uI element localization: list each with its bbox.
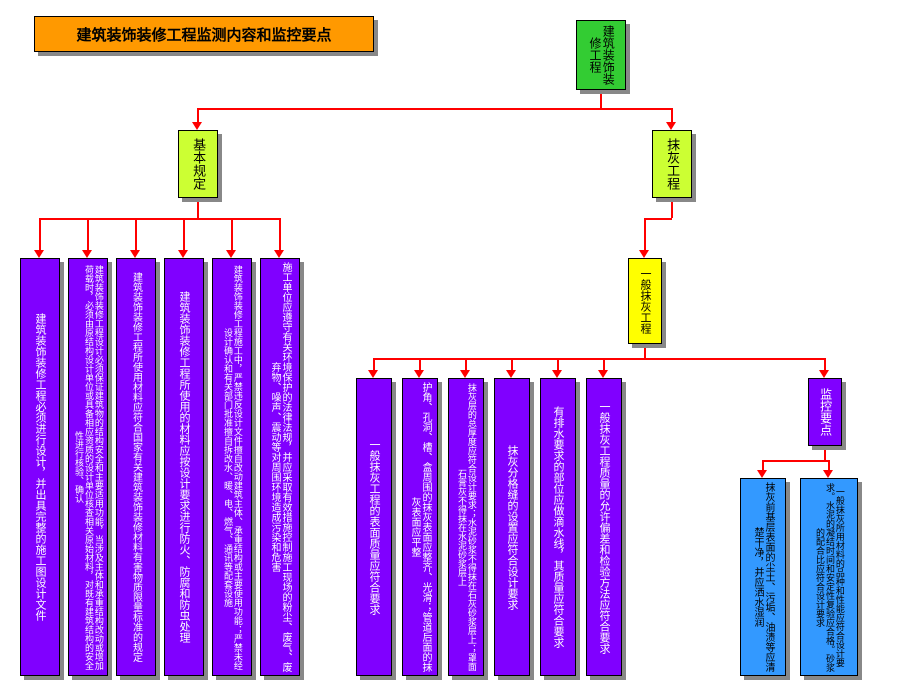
node-root: 建筑装饰装修工程 — [576, 20, 626, 90]
node-basic: 基本规定 — [178, 130, 218, 198]
title-box: 建筑装饰装修工程监测内容和监控要点 — [34, 16, 374, 52]
node-p3: 建筑装饰装修工程所使用材料应符合国家有关建筑装饰装修材料有害物质限量标准的规定 — [116, 258, 156, 676]
node-label: 一般抹灰工程的表面质量应符合要求 — [368, 439, 380, 615]
connector-v — [511, 358, 513, 370]
node-monitor_points: 监控要点 — [808, 378, 842, 446]
node-label: 建筑装饰装修工程设计必须保证建筑物的结构安全和主要适用功能，当涉及主体和承重结构… — [73, 262, 103, 672]
connector-v — [419, 358, 421, 370]
arrow-down-icon — [819, 370, 829, 378]
connector-v — [465, 358, 467, 370]
node-p1: 建筑装饰装修工程必须进行设计，并出具完整的施工图设计文件 — [20, 258, 60, 676]
connector-v — [824, 358, 826, 370]
arrow-down-icon — [757, 470, 767, 478]
node-q5: 有排水要求的部位应做滴水线，其质量应符合要求 — [540, 378, 576, 676]
node-label: 有排水要求的部位应做滴水线，其质量应符合要求 — [552, 406, 564, 648]
node-label: 建筑装饰装修工程所使用材料应符合国家有关建筑装饰装修材料有害物质限量标准的规定 — [131, 272, 142, 662]
node-label: 护角、孔洞、槽、盒周围的抹灰表面应整齐、光滑；管道后面的抹灰表面应平整 — [409, 382, 431, 672]
arrow-down-icon — [460, 370, 470, 378]
node-label: 抹灰层的总厚度应符合设计要求；水泥砂浆不得抹在石灰砂浆层上；罩面石膏灰不得抹在水… — [456, 382, 476, 672]
node-label: 一般抹灰所用材料的品种和性能应符合设计要求。水泥的凝结时间和安定性复验应合格。砂… — [814, 482, 844, 672]
connector-h — [373, 358, 825, 360]
node-general_plaster: 一般抹灰工程 — [628, 258, 662, 344]
node-q4: 抹灰分格缝的设置应符合设计要求 — [494, 378, 530, 676]
node-plaster: 抹灰工程 — [652, 130, 692, 198]
node-label: 监控要点 — [818, 388, 831, 436]
connector-h — [197, 108, 671, 110]
connector-v — [644, 218, 646, 250]
connector-h — [39, 218, 279, 220]
node-label: 抹灰前基层表面的尘土、污垢、油渍等应清楚干净，并应洒水湿润 — [752, 482, 774, 672]
node-label: 建筑装饰装修工程必须进行设计，并出具完整的施工图设计文件 — [34, 313, 46, 621]
node-p4: 建筑装饰装修工程所使用的材料应按设计要求进行防火、防腐和防虫处理 — [164, 258, 204, 676]
connector-v — [279, 218, 281, 250]
connector-v — [671, 108, 673, 122]
node-label: 施工单位应遵守有关环境保护的法律法规，并应采取有效措施控制施工现场的粉尘、废气、… — [269, 262, 291, 672]
node-label: 基本规定 — [191, 138, 205, 190]
connector-v — [762, 460, 764, 470]
connector-v — [39, 218, 41, 250]
title-label: 建筑装饰装修工程监测内容和监控要点 — [76, 24, 331, 45]
connector-v — [135, 218, 137, 250]
node-q3: 抹灰层的总厚度应符合设计要求；水泥砂浆不得抹在石灰砂浆层上；罩面石膏灰不得抹在水… — [448, 378, 484, 676]
node-q6: 一般抹灰工程质量的允许偏差和检验方法应符合要求 — [586, 378, 622, 676]
connector-v — [183, 218, 185, 250]
node-p2: 建筑装饰装修工程设计必须保证建筑物的结构安全和主要适用功能，当涉及主体和承重结构… — [68, 258, 108, 676]
node-q2: 护角、孔洞、槽、盒周围的抹灰表面应整齐、光滑；管道后面的抹灰表面应平整 — [402, 378, 438, 676]
node-b1: 抹灰前基层表面的尘土、污垢、油渍等应清楚干净，并应洒水湿润 — [740, 478, 786, 676]
connector-v — [231, 218, 233, 250]
node-label: 建筑装饰装修工程所使用的材料应按设计要求进行防火、防腐和防虫处理 — [178, 291, 190, 643]
arrow-down-icon — [274, 250, 284, 258]
arrow-down-icon — [178, 250, 188, 258]
node-label: 抹灰工程 — [665, 138, 679, 190]
arrow-down-icon — [823, 470, 833, 478]
connector-h — [644, 218, 672, 220]
arrow-down-icon — [506, 370, 516, 378]
node-label: 一般抹灰工程 — [639, 268, 651, 334]
node-label: 建筑装饰装修工程施工中，严禁违反设计文件擅自改动建筑主体、承重结构或主要使用功能… — [222, 262, 242, 672]
node-b2: 一般抹灰所用材料的品种和性能应符合设计要求。水泥的凝结时间和安定性复验应合格。砂… — [800, 478, 858, 676]
node-label: 一般抹灰工程质量的允许偏差和检验方法应符合要求 — [598, 401, 610, 654]
node-p5: 建筑装饰装修工程施工中，严禁违反设计文件擅自改动建筑主体、承重结构或主要使用功能… — [212, 258, 252, 676]
arrow-down-icon — [639, 250, 649, 258]
arrow-down-icon — [130, 250, 140, 258]
arrow-down-icon — [82, 250, 92, 258]
arrow-down-icon — [598, 370, 608, 378]
connector-v — [603, 358, 605, 370]
arrow-down-icon — [34, 250, 44, 258]
node-q1: 一般抹灰工程的表面质量应符合要求 — [356, 378, 392, 676]
arrow-down-icon — [226, 250, 236, 258]
connector-v — [373, 358, 375, 370]
arrow-down-icon — [414, 370, 424, 378]
connector-h — [762, 460, 830, 462]
node-label: 建筑装饰装修工程 — [588, 24, 614, 86]
arrow-down-icon — [192, 122, 202, 130]
arrow-down-icon — [666, 122, 676, 130]
node-label: 抹灰分格缝的设置应符合设计要求 — [506, 445, 518, 610]
connector-v — [87, 218, 89, 250]
node-p6: 施工单位应遵守有关环境保护的法律法规，并应采取有效措施控制施工现场的粉尘、废气、… — [260, 258, 300, 676]
connector-v — [557, 358, 559, 370]
connector-v — [828, 460, 830, 470]
connector-v — [197, 108, 199, 122]
arrow-down-icon — [552, 370, 562, 378]
arrow-down-icon — [368, 370, 378, 378]
